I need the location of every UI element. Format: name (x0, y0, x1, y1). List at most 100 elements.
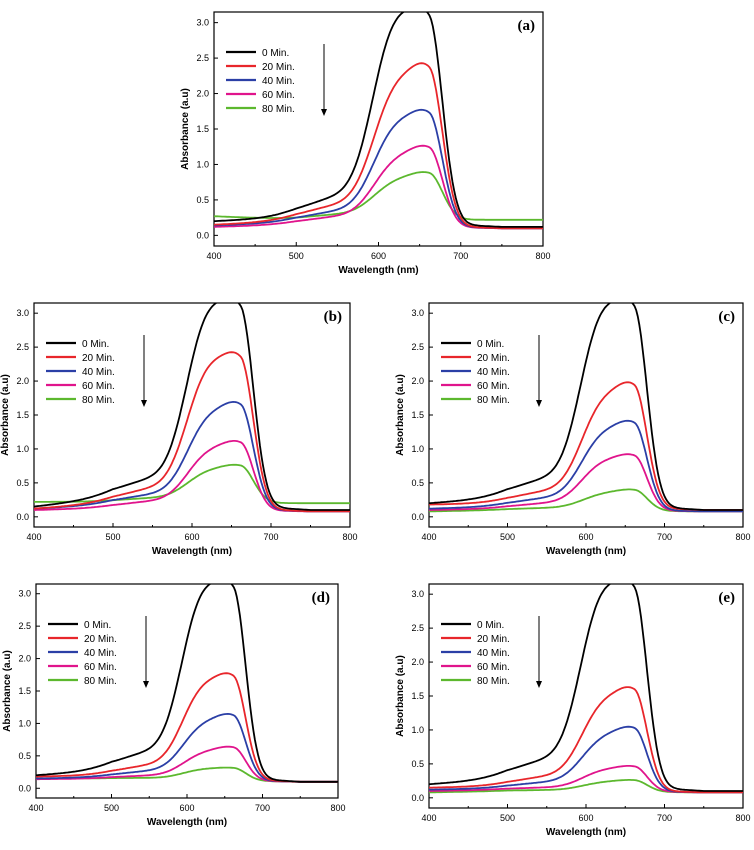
y-axis-title: Absorbance (a.u) (2, 650, 13, 732)
legend-label: 60 Min. (84, 662, 117, 673)
panel-label: (c) (718, 309, 735, 325)
series-line-0min (429, 303, 743, 511)
y-tick-label: 1.5 (18, 686, 31, 696)
x-tick-label: 400 (421, 532, 436, 542)
x-axis-title: Wavelength (nm) (546, 546, 626, 557)
legend-label: 80 Min. (477, 395, 510, 406)
y-tick-label: 2.0 (16, 376, 29, 386)
arrow-head-icon (536, 400, 542, 407)
y-tick-label: 2.0 (411, 376, 424, 386)
legend-label: 0 Min. (262, 48, 289, 59)
y-tick-label: 3.0 (196, 18, 209, 28)
x-tick-label: 800 (330, 803, 345, 813)
legend-label: 0 Min. (84, 620, 111, 631)
y-tick-label: 0.5 (16, 478, 29, 488)
x-tick-label: 700 (263, 532, 278, 542)
y-tick-label: 0.0 (196, 230, 209, 240)
legend-label: 60 Min. (82, 381, 115, 392)
x-tick-label: 500 (500, 813, 515, 823)
x-tick-label: 600 (578, 532, 593, 542)
y-tick-label: 1.5 (196, 124, 209, 134)
y-tick-label: 1.0 (411, 725, 424, 735)
y-tick-label: 0.0 (16, 512, 29, 522)
legend-label: 80 Min. (477, 676, 510, 687)
legend-label: 20 Min. (477, 634, 510, 645)
plot-frame (428, 583, 744, 809)
arrow-head-icon (141, 400, 147, 407)
legend-label: 20 Min. (262, 62, 295, 73)
y-tick-label: 0.5 (196, 195, 209, 205)
x-tick-label: 500 (289, 251, 304, 261)
x-tick-label: 800 (735, 532, 750, 542)
x-tick-label: 600 (578, 813, 593, 823)
y-axis-title: Absorbance (a.u) (395, 374, 406, 456)
legend-label: 40 Min. (477, 648, 510, 659)
series-line-0min (214, 12, 543, 228)
y-tick-label: 2.0 (196, 89, 209, 99)
legend-label: 20 Min. (82, 353, 115, 364)
x-tick-label: 400 (421, 813, 436, 823)
y-axis-title: Absorbance (a.u) (180, 88, 191, 170)
legend-label: 60 Min. (477, 662, 510, 673)
legend-label: 60 Min. (477, 381, 510, 392)
y-tick-label: 0.0 (411, 512, 424, 522)
x-tick-label: 700 (657, 532, 672, 542)
x-tick-label: 600 (371, 251, 386, 261)
x-tick-label: 400 (206, 251, 221, 261)
y-tick-label: 2.5 (196, 53, 209, 63)
y-tick-label: 2.5 (411, 342, 424, 352)
arrow-head-icon (143, 681, 149, 688)
y-tick-label: 3.0 (411, 589, 424, 599)
legend-label: 40 Min. (84, 648, 117, 659)
x-axis-title: Wavelength (nm) (546, 827, 626, 838)
y-tick-label: 0.5 (411, 478, 424, 488)
legend-label: 40 Min. (477, 367, 510, 378)
series-line-20min (429, 686, 743, 794)
legend-label: 0 Min. (477, 339, 504, 350)
x-axis-title: Wavelength (nm) (147, 817, 227, 828)
x-axis-title: Wavelength (nm) (152, 546, 232, 557)
y-tick-label: 2.5 (411, 623, 424, 633)
series-line-0min (34, 303, 350, 511)
x-axis-title: Wavelength (nm) (338, 265, 418, 276)
panel-label: (b) (324, 309, 342, 325)
y-tick-label: 0.0 (18, 783, 31, 793)
y-tick-label: 3.0 (411, 308, 424, 318)
panel-label: (a) (518, 18, 536, 34)
x-tick-label: 400 (26, 532, 41, 542)
series-line-40min (429, 419, 743, 513)
y-tick-label: 0.5 (411, 759, 424, 769)
x-tick-label: 700 (453, 251, 468, 261)
legend-label: 0 Min. (477, 620, 504, 631)
y-axis-title: Absorbance (a.u) (395, 655, 406, 737)
y-tick-label: 2.5 (18, 621, 31, 631)
series-line-0min (429, 584, 743, 792)
legend-label: 80 Min. (262, 104, 295, 115)
y-tick-label: 0.0 (411, 793, 424, 803)
x-tick-label: 500 (105, 532, 120, 542)
x-tick-label: 600 (184, 532, 199, 542)
series-line-0min (36, 584, 338, 783)
y-tick-label: 1.0 (411, 444, 424, 454)
y-tick-label: 1.0 (18, 718, 31, 728)
x-tick-label: 400 (28, 803, 43, 813)
y-tick-label: 1.5 (411, 410, 424, 420)
x-tick-label: 500 (500, 532, 515, 542)
y-tick-label: 2.0 (411, 657, 424, 667)
y-tick-label: 1.5 (16, 410, 29, 420)
series-line-20min (214, 62, 543, 230)
series-line-40min (429, 725, 743, 794)
legend-label: 40 Min. (262, 76, 295, 87)
legend-label: 0 Min. (82, 339, 109, 350)
series-line-80min (34, 463, 350, 505)
y-tick-label: 2.0 (18, 654, 31, 664)
y-axis-title: Absorbance (a.u) (0, 374, 11, 456)
y-tick-label: 1.0 (196, 159, 209, 169)
series-line-20min (34, 351, 350, 513)
y-tick-label: 2.5 (16, 342, 29, 352)
